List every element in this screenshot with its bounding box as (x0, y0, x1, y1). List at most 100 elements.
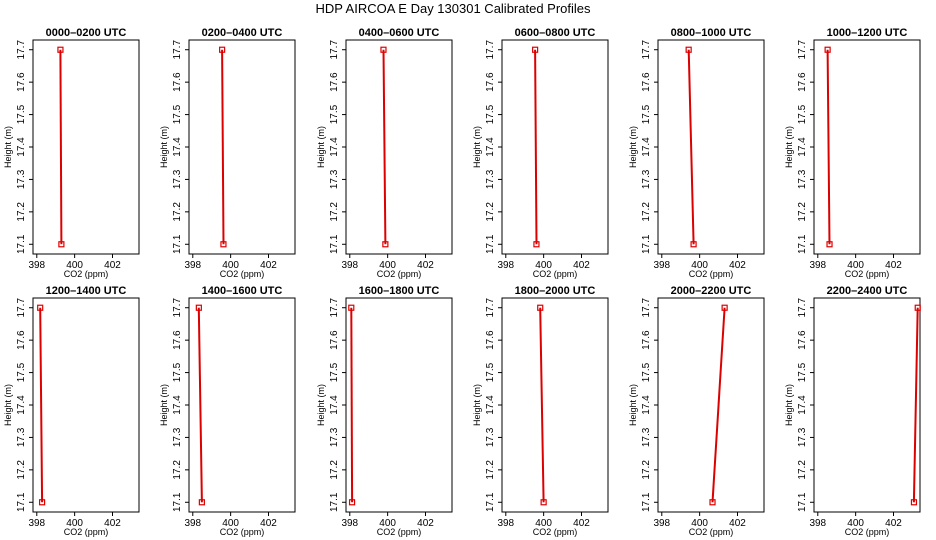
y-tick-label: 17.5 (172, 104, 183, 124)
profile-point (220, 241, 227, 248)
profile-panel: 1800–2000 UTC 398 400 402 17.1 17.2 17.3 17.4 17… (472, 285, 609, 537)
plot-frame (501, 39, 609, 255)
y-tick-label: 17.4 (641, 137, 652, 157)
y-tick-label: 17.6 (172, 72, 183, 92)
panel-title: 2200–2400 UTC (827, 285, 908, 297)
profile-point (826, 241, 833, 248)
y-tick-label: 17.2 (485, 202, 496, 222)
profile-panel: 2200–2400 UTC 398 400 402 17.1 17.2 17.3 17.4 17… (784, 285, 921, 537)
x-axis-label: CO2 (ppm) (533, 527, 578, 537)
x-tick-label: 398 (497, 260, 514, 271)
y-tick-label: 17.5 (485, 362, 496, 382)
figure-title: HDP AIRCOA E Day 130301 Calibrated Profi… (315, 1, 591, 16)
y-tick-label: 17.2 (329, 460, 340, 480)
x-tick-label: 402 (417, 260, 434, 271)
y-tick-label: 17.4 (172, 395, 183, 415)
panel-title: 0600–0800 UTC (515, 27, 596, 39)
x-tick-label: 402 (729, 260, 746, 271)
y-tick-label: 17.7 (485, 298, 496, 318)
y-tick-label: 17.7 (797, 40, 808, 60)
y-tick-label: 17.4 (329, 137, 340, 157)
profile-point (195, 304, 202, 311)
y-tick-label: 17.3 (797, 427, 808, 447)
x-axis-label: CO2 (ppm) (689, 269, 734, 279)
x-tick-label: 398 (809, 518, 826, 529)
panel-title: 1600–1800 UTC (359, 285, 440, 297)
x-tick-label: 402 (104, 260, 121, 271)
y-tick-label: 17.2 (641, 202, 652, 222)
profile-panel: 0400–0600 UTC 398 400 402 17.1 17.2 17.3 17.4 17… (316, 27, 453, 279)
y-tick-label: 17.3 (485, 427, 496, 447)
x-tick-label: 400 (66, 260, 83, 271)
y-axis-label: Height (m) (3, 126, 13, 168)
y-axis-label: Height (m) (784, 126, 794, 168)
x-tick-label: 400 (379, 518, 396, 529)
y-tick-label: 17.3 (641, 427, 652, 447)
x-tick-label: 402 (260, 518, 277, 529)
profile-point (685, 46, 692, 53)
y-axis-label: Height (m) (3, 384, 13, 426)
y-tick-label: 17.6 (797, 72, 808, 92)
x-tick-label: 398 (653, 260, 670, 271)
profile-line (912, 307, 919, 503)
profile-panel: 0600–0800 UTC 398 400 402 17.1 17.2 17.3 17.4 17… (472, 27, 609, 279)
profile-panel: 1000–1200 UTC 398 400 402 17.1 17.2 17.3 17.4 17… (784, 27, 921, 279)
y-tick-label: 17.3 (797, 169, 808, 189)
x-tick-label: 398 (28, 518, 45, 529)
profile-point (198, 499, 205, 506)
profile-point (533, 241, 540, 248)
y-tick-label: 17.3 (329, 169, 340, 189)
profile-point (37, 304, 44, 311)
y-tick-label: 17.2 (16, 460, 27, 480)
y-tick-label: 17.6 (797, 330, 808, 350)
y-tick-label: 17.7 (172, 298, 183, 318)
y-tick-label: 17.6 (641, 330, 652, 350)
y-tick-label: 17.4 (172, 137, 183, 157)
x-tick-label: 400 (535, 518, 552, 529)
profile-point (348, 499, 356, 506)
profile-panel: 0200–0400 UTC 398 400 402 17.1 17.2 17.3 17.4 17… (159, 27, 296, 279)
panel-title: 2000–2200 UTC (671, 285, 752, 297)
panel-title: 0800–1000 UTC (671, 27, 752, 39)
y-tick-label: 17.5 (797, 104, 808, 124)
profile-point (690, 241, 697, 248)
y-tick-label: 17.3 (16, 427, 27, 447)
plot-frame (32, 39, 140, 255)
panel-title: 1800–2000 UTC (515, 285, 596, 297)
y-axis-label: Height (m) (784, 384, 794, 426)
y-axis-label: Height (m) (316, 384, 326, 426)
y-tick-label: 17.1 (329, 492, 340, 512)
x-axis-label: CO2 (ppm) (845, 527, 890, 537)
x-tick-label: 402 (573, 518, 590, 529)
plot-frame (32, 297, 140, 513)
profile-point (38, 499, 46, 506)
y-tick-label: 17.3 (329, 427, 340, 447)
profile-line (59, 49, 63, 245)
x-tick-label: 398 (184, 518, 201, 529)
x-tick-label: 400 (847, 518, 864, 529)
profile-panel: 1600–1800 UTC 398 400 402 17.1 17.2 17.3 17.4 17… (316, 285, 453, 537)
y-tick-label: 17.4 (485, 395, 496, 415)
profile-line (687, 49, 695, 245)
plot-frame (345, 297, 453, 513)
x-tick-label: 398 (809, 260, 826, 271)
x-tick-label: 400 (535, 260, 552, 271)
plot-frame (813, 297, 921, 513)
y-tick-label: 17.2 (329, 202, 340, 222)
profile-line (39, 307, 44, 503)
y-axis-label: Height (m) (316, 126, 326, 168)
y-tick-label: 17.1 (797, 492, 808, 512)
y-tick-label: 17.5 (641, 362, 652, 382)
y-tick-label: 17.6 (485, 330, 496, 350)
plot-frame (657, 297, 765, 513)
x-axis-label: CO2 (ppm) (64, 527, 109, 537)
y-tick-label: 17.4 (485, 137, 496, 157)
y-axis-label: Height (m) (159, 384, 169, 426)
profile-panel: 1200–1400 UTC 398 400 402 17.1 17.2 17.3 17.4 17… (3, 285, 140, 537)
x-axis-label: CO2 (ppm) (533, 269, 578, 279)
x-tick-label: 398 (341, 518, 358, 529)
profile-line (534, 49, 538, 245)
y-tick-label: 17.6 (16, 330, 27, 350)
y-tick-label: 17.7 (485, 40, 496, 60)
